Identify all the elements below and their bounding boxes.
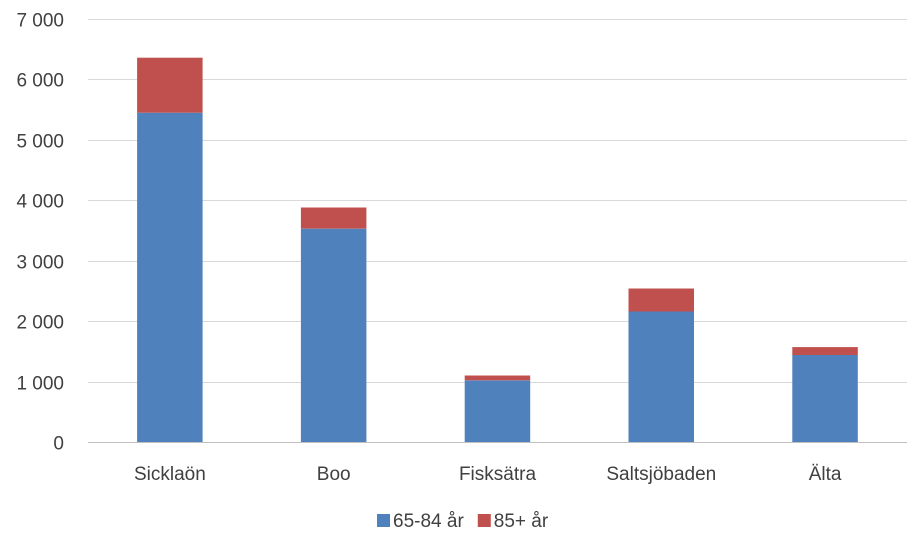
x-tick-label: Saltsjöbaden xyxy=(606,464,716,485)
x-tick-label: Boo xyxy=(317,464,351,485)
y-tick-label: 1 000 xyxy=(16,374,64,395)
y-tick-label: 3 000 xyxy=(16,253,64,274)
legend-swatch xyxy=(477,514,491,527)
bars xyxy=(137,57,858,442)
bar-segment-series-2 xyxy=(464,375,531,381)
bar-segment-series-2 xyxy=(137,57,203,113)
x-tick-label: Älta xyxy=(809,464,842,485)
y-tick-label: 6 000 xyxy=(16,71,64,92)
legend-label: 65-84 år xyxy=(393,511,464,532)
legend-label: 85+ år xyxy=(494,511,549,532)
y-tick-label: 5 000 xyxy=(16,132,64,153)
x-tick-label: Fisksätra xyxy=(459,464,537,485)
bar-segment-series-1 xyxy=(300,228,367,442)
axes: 0 1 000 2 000 3 000 4 000 5 000 6 000 7 000 Sick… xyxy=(16,11,907,485)
bar-segment-series-1 xyxy=(628,311,694,442)
x-tick-label: Sicklaön xyxy=(134,464,206,485)
bar-segment-series-2 xyxy=(628,288,694,312)
bar-segment-series-2 xyxy=(300,207,367,229)
legend: 65-84 år 85+ år xyxy=(377,511,549,532)
gridlines xyxy=(88,19,907,383)
bar-segment-series-2 xyxy=(792,347,858,355)
bar-segment-series-1 xyxy=(792,355,858,442)
y-tick-label: 2 000 xyxy=(16,313,64,334)
y-tick-label: 7 000 xyxy=(16,11,64,32)
legend-swatch xyxy=(377,514,390,527)
y-tick-label: 4 000 xyxy=(16,192,64,213)
bar-segment-series-1 xyxy=(464,380,531,442)
y-tick-label: 0 xyxy=(53,434,64,455)
bar-segment-series-1 xyxy=(137,112,203,442)
